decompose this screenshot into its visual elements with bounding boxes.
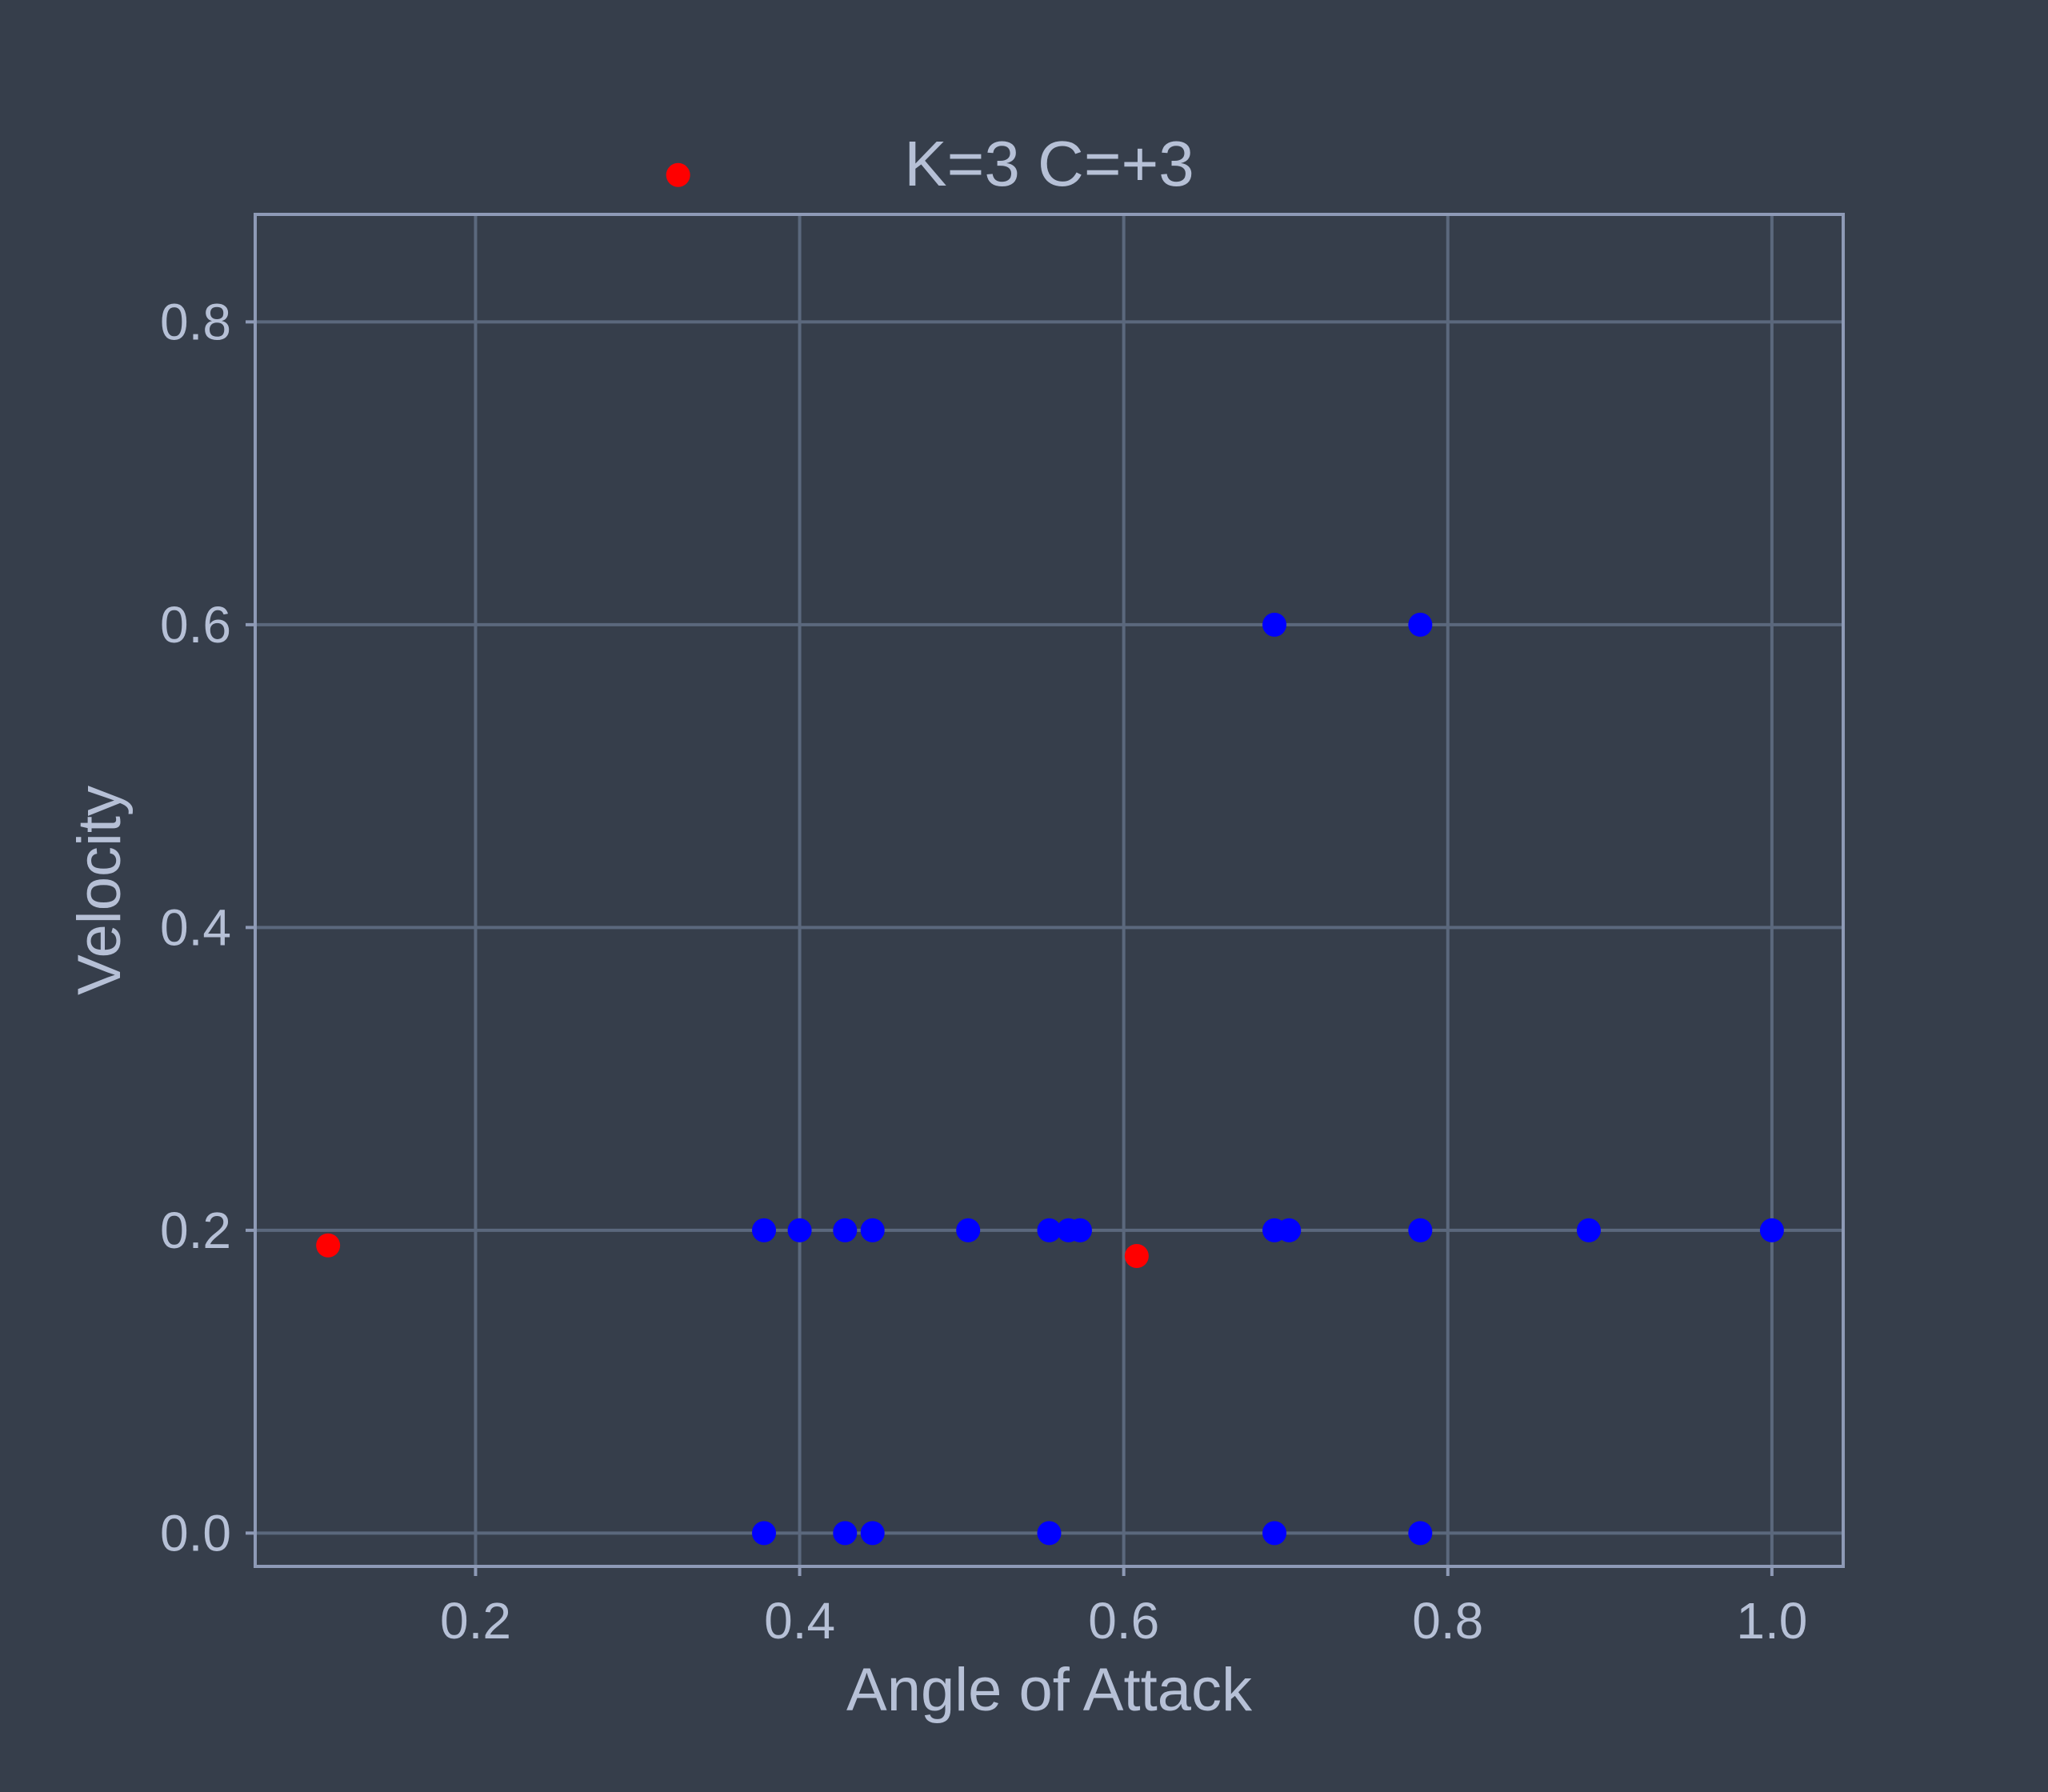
scatter-point [1576,1218,1601,1242]
x-tick-label: 1.0 [1736,1592,1807,1650]
scatter-point [956,1218,981,1242]
y-tick-label: 0.4 [160,898,231,956]
plot-frame [254,213,1845,1568]
x-tick-label: 0.6 [1088,1592,1159,1650]
scatter-point [1067,1218,1092,1242]
scatter-point [1277,1218,1302,1242]
scatter-point [1124,1244,1149,1269]
axis-ticks: 0.2 0.4 0.6 0.8 1.0 0.0 0.2 0.4 0.6 0.8 [160,293,1807,1650]
y-tick-label: 0.8 [160,293,231,350]
chart-title: K=3 C=+3 [904,128,1194,199]
scatter-point [1408,612,1433,637]
x-tick-label: 0.4 [764,1592,835,1650]
scatter-point [1408,1521,1433,1546]
scatter-point [666,162,690,187]
scatter-point [833,1218,858,1242]
scatter-point [1262,612,1287,637]
scatter-point [860,1218,885,1242]
scatter-point [833,1521,858,1546]
scatter-point [752,1521,777,1546]
scatter-point [860,1521,885,1546]
scatter-point [787,1218,812,1242]
y-axis-label: Velocity [66,786,134,995]
scatter-point [1037,1521,1062,1546]
scatter-point [1262,1521,1287,1546]
scatter-point [316,1233,341,1258]
scatter-point [1759,1218,1784,1242]
scatter-point [1408,1218,1433,1242]
scatter-point [1037,1218,1062,1242]
data-points [316,162,1784,1546]
x-axis-label: Angle of Attack [846,1656,1253,1724]
y-tick-label: 0.6 [160,596,231,654]
y-tick-label: 0.2 [160,1202,231,1259]
scatter-point [752,1218,777,1242]
y-tick-label: 0.0 [160,1504,231,1562]
x-tick-label: 0.8 [1412,1592,1483,1650]
x-tick-label: 0.2 [440,1592,511,1650]
